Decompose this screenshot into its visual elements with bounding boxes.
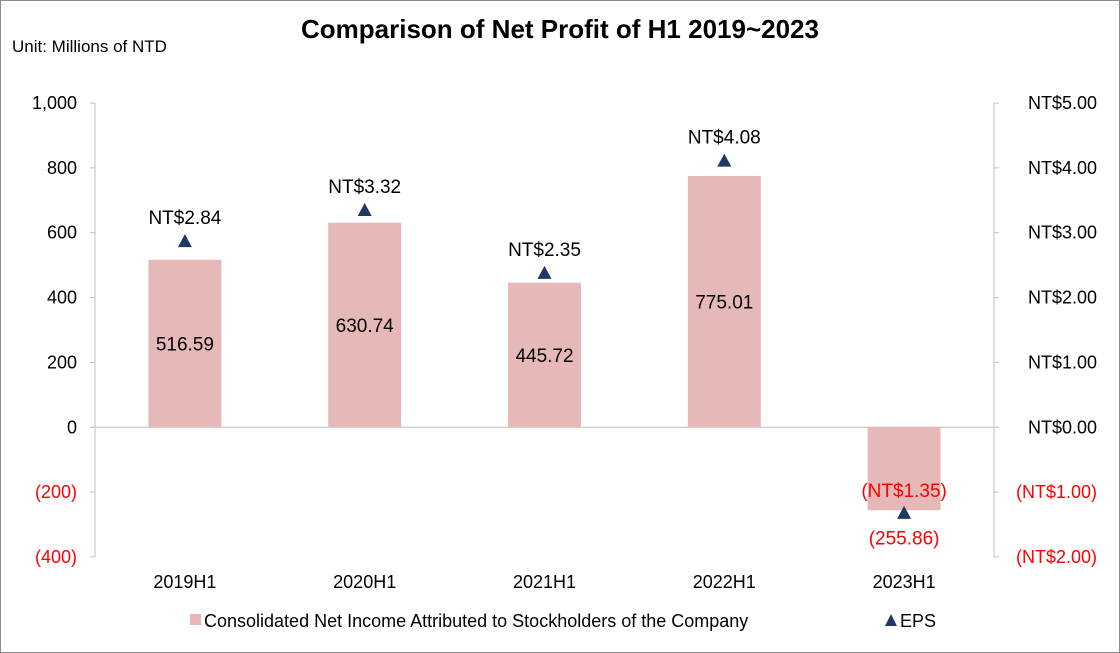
x-tick-label: 2023H1 (873, 572, 936, 592)
bar (328, 222, 402, 428)
eps-marker (177, 234, 192, 248)
eps-marker (537, 265, 552, 279)
bar (867, 427, 941, 511)
legend-marker-eps (885, 614, 897, 626)
bar-value-label: (255.86) (869, 528, 940, 549)
legend-swatch-net-income (190, 614, 201, 625)
left-tick-label: 400 (47, 288, 77, 308)
bar (148, 259, 222, 428)
x-tick-label: 2020H1 (333, 572, 396, 592)
right-tick-label: NT$3.00 (1028, 223, 1097, 243)
right-tick-label: NT$0.00 (1028, 417, 1097, 437)
chart-title: Comparison of Net Profit of H1 2019~2023 (301, 14, 819, 44)
left-tick-label: 600 (47, 223, 77, 243)
data-labels: 516.59 630.74 445.72 775.01 (255.86) NT$2.84 N… (148, 128, 946, 550)
x-tick-label: 2022H1 (693, 572, 756, 592)
right-tick-label: NT$1.00 (1028, 352, 1097, 372)
left-tick-label: 200 (47, 352, 77, 372)
eps-value-label: NT$3.32 (328, 177, 401, 198)
eps-value-label: NT$2.35 (508, 240, 581, 261)
eps-marker (357, 202, 372, 216)
left-tick-label: (200) (35, 482, 77, 502)
eps-value-label: NT$4.08 (688, 128, 761, 149)
eps-marker (717, 153, 732, 167)
bar (687, 175, 761, 428)
left-tick-label: 0 (67, 417, 77, 437)
bar-value-label: 516.59 (156, 335, 214, 356)
left-tick-label: 800 (47, 158, 77, 178)
right-tick-label: (NT$2.00) (1016, 547, 1097, 567)
eps-value-label: NT$2.84 (148, 208, 221, 229)
legend-label-net-income: Consolidated Net Income Attributed to St… (204, 611, 748, 631)
unit-label: Unit: Millions of NTD (12, 37, 167, 56)
bar-value-label: 775.01 (695, 293, 753, 314)
right-tick-label: NT$2.00 (1028, 288, 1097, 308)
left-tick-label: (400) (35, 547, 77, 567)
eps-marker (897, 505, 912, 519)
legend-label-eps: EPS (900, 611, 936, 631)
eps-series (177, 153, 912, 519)
eps-value-label: (NT$1.35) (861, 481, 947, 502)
axes: 1,000 800 600 400 200 0 (200) (400) NT$5.00 NT$4.… (32, 93, 1097, 592)
bar-series (148, 175, 941, 511)
legend: Consolidated Net Income Attributed to St… (190, 611, 936, 631)
right-tick-label: (NT$1.00) (1016, 482, 1097, 502)
bar-value-label: 630.74 (336, 316, 395, 337)
bar (508, 282, 581, 428)
x-tick-label: 2021H1 (513, 572, 576, 592)
bar-value-label: 445.72 (515, 346, 573, 367)
right-tick-label: NT$4.00 (1028, 158, 1097, 178)
x-tick-label: 2019H1 (153, 572, 216, 592)
right-tick-label: NT$5.00 (1028, 93, 1097, 113)
left-tick-label: 1,000 (32, 93, 77, 113)
